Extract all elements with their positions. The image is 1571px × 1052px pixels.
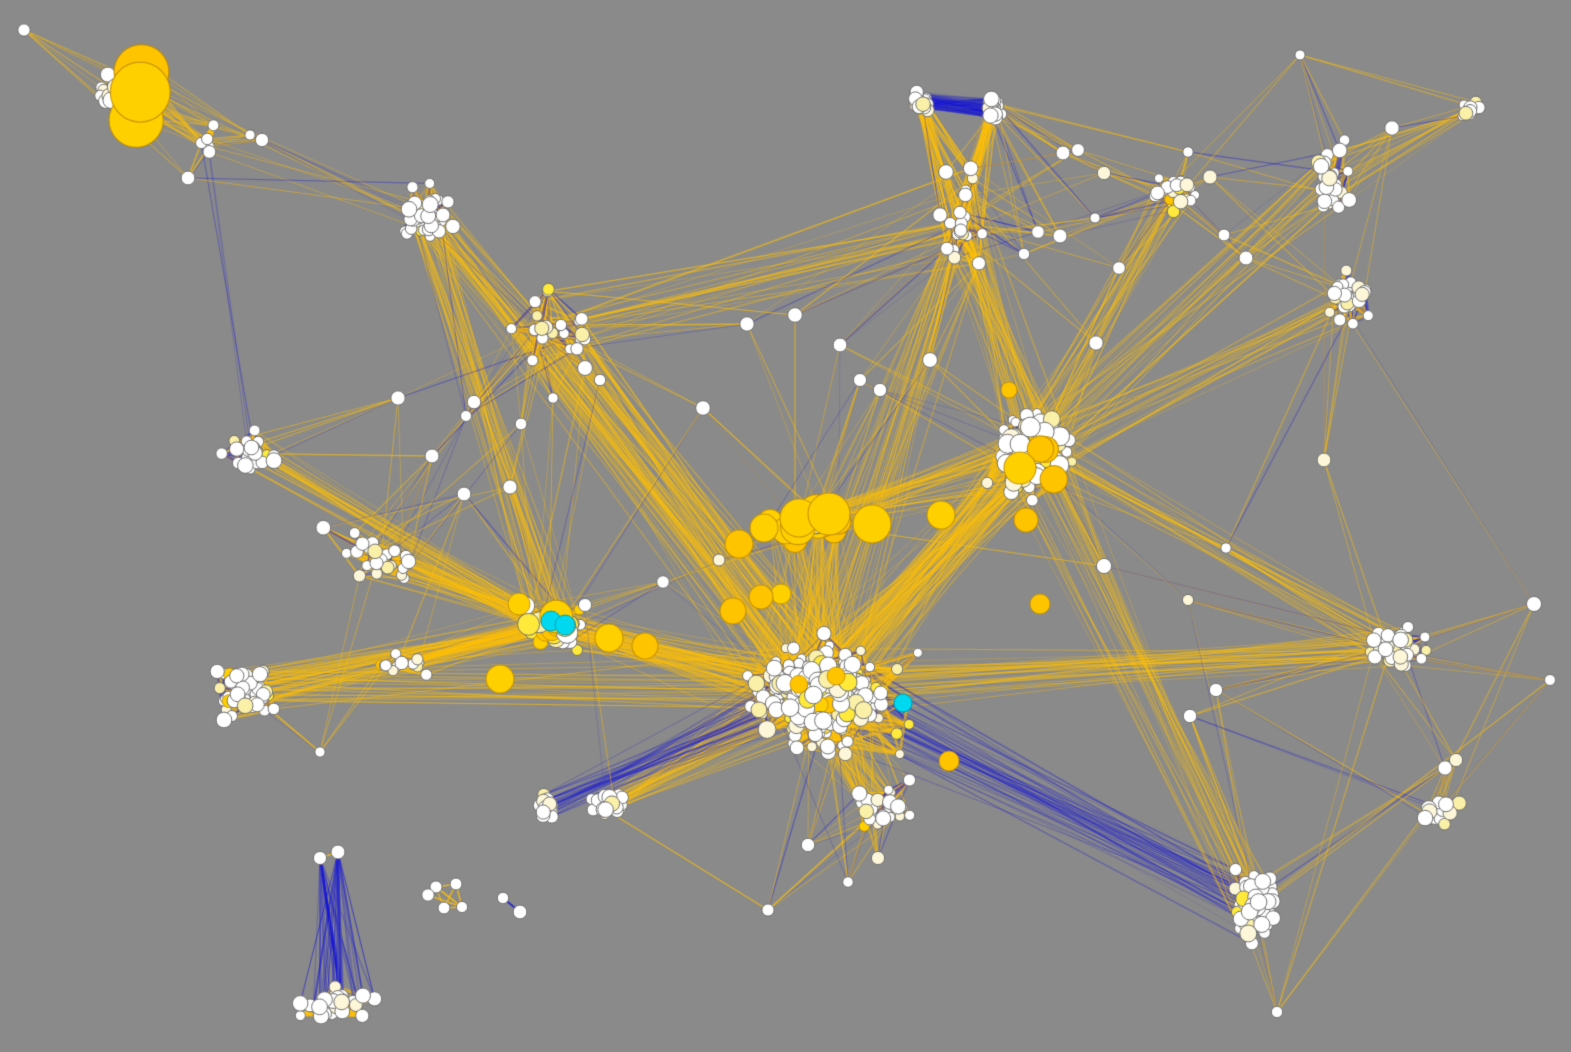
- graph-visualization-stage[interactable]: Network Graph Visualization: [0, 0, 1571, 1052]
- network-graph-canvas[interactable]: [0, 0, 1571, 1052]
